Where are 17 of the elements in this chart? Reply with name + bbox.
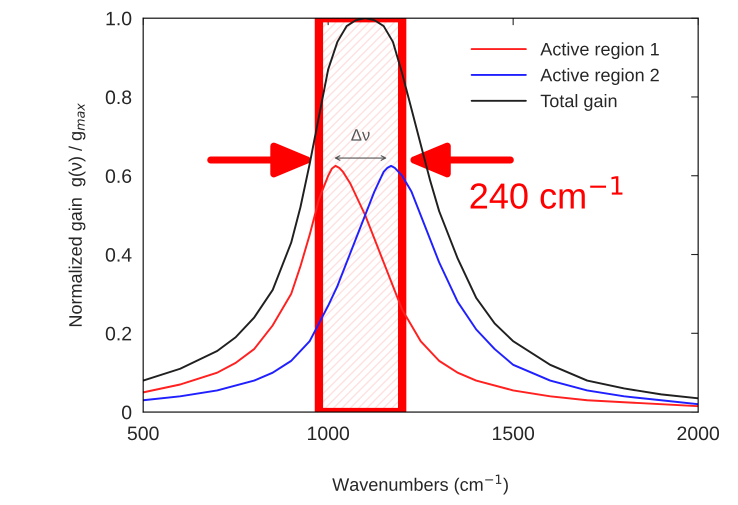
y-axis-title: Normalized gain g(ν) / g$_{max}$ (68, 103, 86, 326)
y-tick-label: 1.0 (106, 12, 132, 26)
band-label: 240 cm$^{−1}$ (470, 176, 622, 209)
y-tick-label: 0.8 (106, 90, 132, 104)
y-tick-label: 0.6 (106, 169, 132, 183)
x-axis-title: Wavenumbers (cm$^{−1}$) (332, 474, 508, 495)
legend-label: Active region 2 (540, 68, 659, 85)
x-tick-label: 1500 (493, 426, 534, 440)
x-tick-label: 500 (128, 426, 159, 440)
y-tick-label: 0.4 (106, 248, 132, 262)
x-tick-label: 2000 (678, 426, 720, 440)
y-tick-label: 0 (122, 406, 132, 420)
legend-label: Active region 1 (540, 42, 659, 60)
annotation: Δν (351, 129, 370, 141)
y-tick-label: 0.2 (106, 326, 132, 341)
legend-label: Total gain (540, 94, 616, 111)
x-tick-label: 1000 (308, 426, 350, 440)
